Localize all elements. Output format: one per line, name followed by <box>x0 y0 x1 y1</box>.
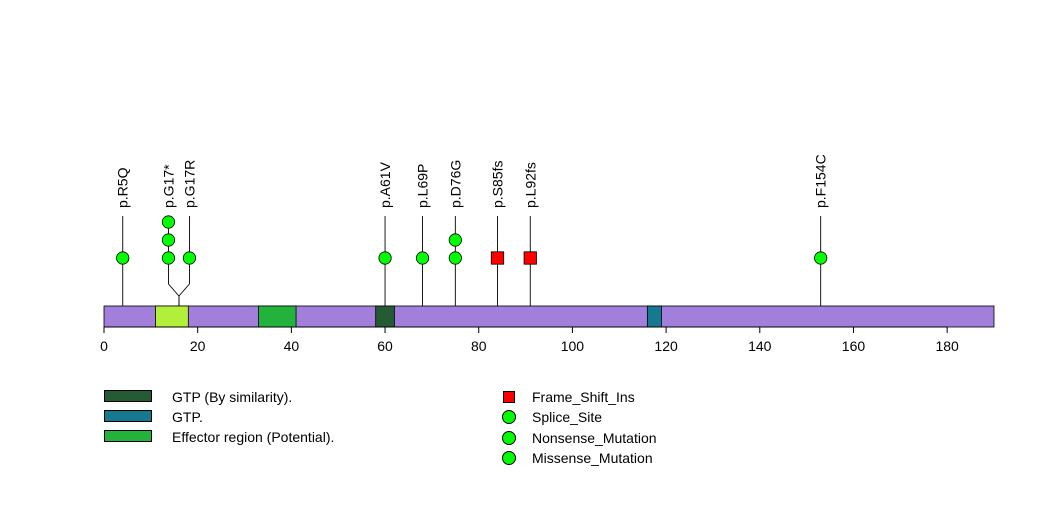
axis-tick-label: 120 <box>654 338 678 354</box>
legend-label: GTP. <box>172 409 203 425</box>
legend-label: GTP (By similarity). <box>172 389 293 405</box>
mutation-label: p.R5Q <box>115 167 131 208</box>
legend-label: Effector region (Potential). <box>172 429 335 445</box>
axis-tick-label: 140 <box>748 338 772 354</box>
mutation-label: p.G17* <box>160 164 176 208</box>
legend-label: Missense_Mutation <box>532 450 653 466</box>
mutation-marker-circle <box>415 251 430 265</box>
mutation-stem <box>178 283 190 297</box>
circle-marker-icon <box>502 451 516 465</box>
axis-tick-label: 160 <box>842 338 866 354</box>
axis-tick-label: 0 <box>100 338 108 354</box>
mutation-marker-square <box>490 251 505 265</box>
axis-tick-label: 80 <box>471 338 487 354</box>
circle-marker-icon <box>502 410 516 424</box>
axis-tick-label: 180 <box>935 338 959 354</box>
mutation-label: p.S85fs <box>489 161 505 208</box>
legend-swatch <box>104 390 152 402</box>
mutation-label: p.L69P <box>415 164 431 208</box>
mutation-label: p.L92fs <box>522 162 538 208</box>
axis-tick-label: 100 <box>561 338 585 354</box>
mutation-label: p.F154C <box>813 154 829 208</box>
mutation-markers <box>116 215 828 265</box>
mutation-marker-circle <box>161 251 176 265</box>
legend-label: Nonsense_Mutation <box>532 430 657 446</box>
axis-tick-label: 60 <box>377 338 393 354</box>
domain-region <box>375 305 395 328</box>
mutation-label: p.D76G <box>447 160 463 208</box>
protein-backbone <box>103 305 995 328</box>
legend-label: Splice_Site <box>532 409 603 425</box>
axis-tick-label: 20 <box>190 338 206 354</box>
mutation-marker-circle <box>161 215 176 229</box>
x-axis: 0 20 40 60 80 100 120 140 160 180 <box>100 326 959 354</box>
domain-region <box>155 305 189 328</box>
domain-region <box>646 305 662 328</box>
mutation-stem <box>168 283 180 297</box>
circle-marker-icon <box>502 431 516 445</box>
mutation-stems <box>122 216 822 306</box>
mutation-label: p.A61V <box>377 161 393 208</box>
axis-tick-label: 40 <box>284 338 300 354</box>
mutation-marker-circle <box>182 251 197 265</box>
legend-swatch <box>104 430 152 442</box>
mutation-labels: p.R5Q p.G17* p.G17R p.A61V p.L69P p.D76G p.S85… <box>115 154 829 208</box>
domain-region <box>258 305 297 328</box>
mutation-marker-circle <box>448 233 462 247</box>
mutation-marker-circle <box>161 233 176 247</box>
square-marker-icon <box>503 391 515 403</box>
mutation-label: p.G17R <box>181 160 197 208</box>
mutation-marker-circle <box>116 251 130 265</box>
mutation-marker-circle <box>448 251 462 265</box>
mutation-marker-circle <box>814 251 828 265</box>
mutation-marker-square <box>523 251 537 265</box>
legend-label: Frame_Shift_Ins <box>532 389 635 405</box>
legend-swatch <box>104 410 152 422</box>
mutation-marker-circle <box>378 251 392 265</box>
